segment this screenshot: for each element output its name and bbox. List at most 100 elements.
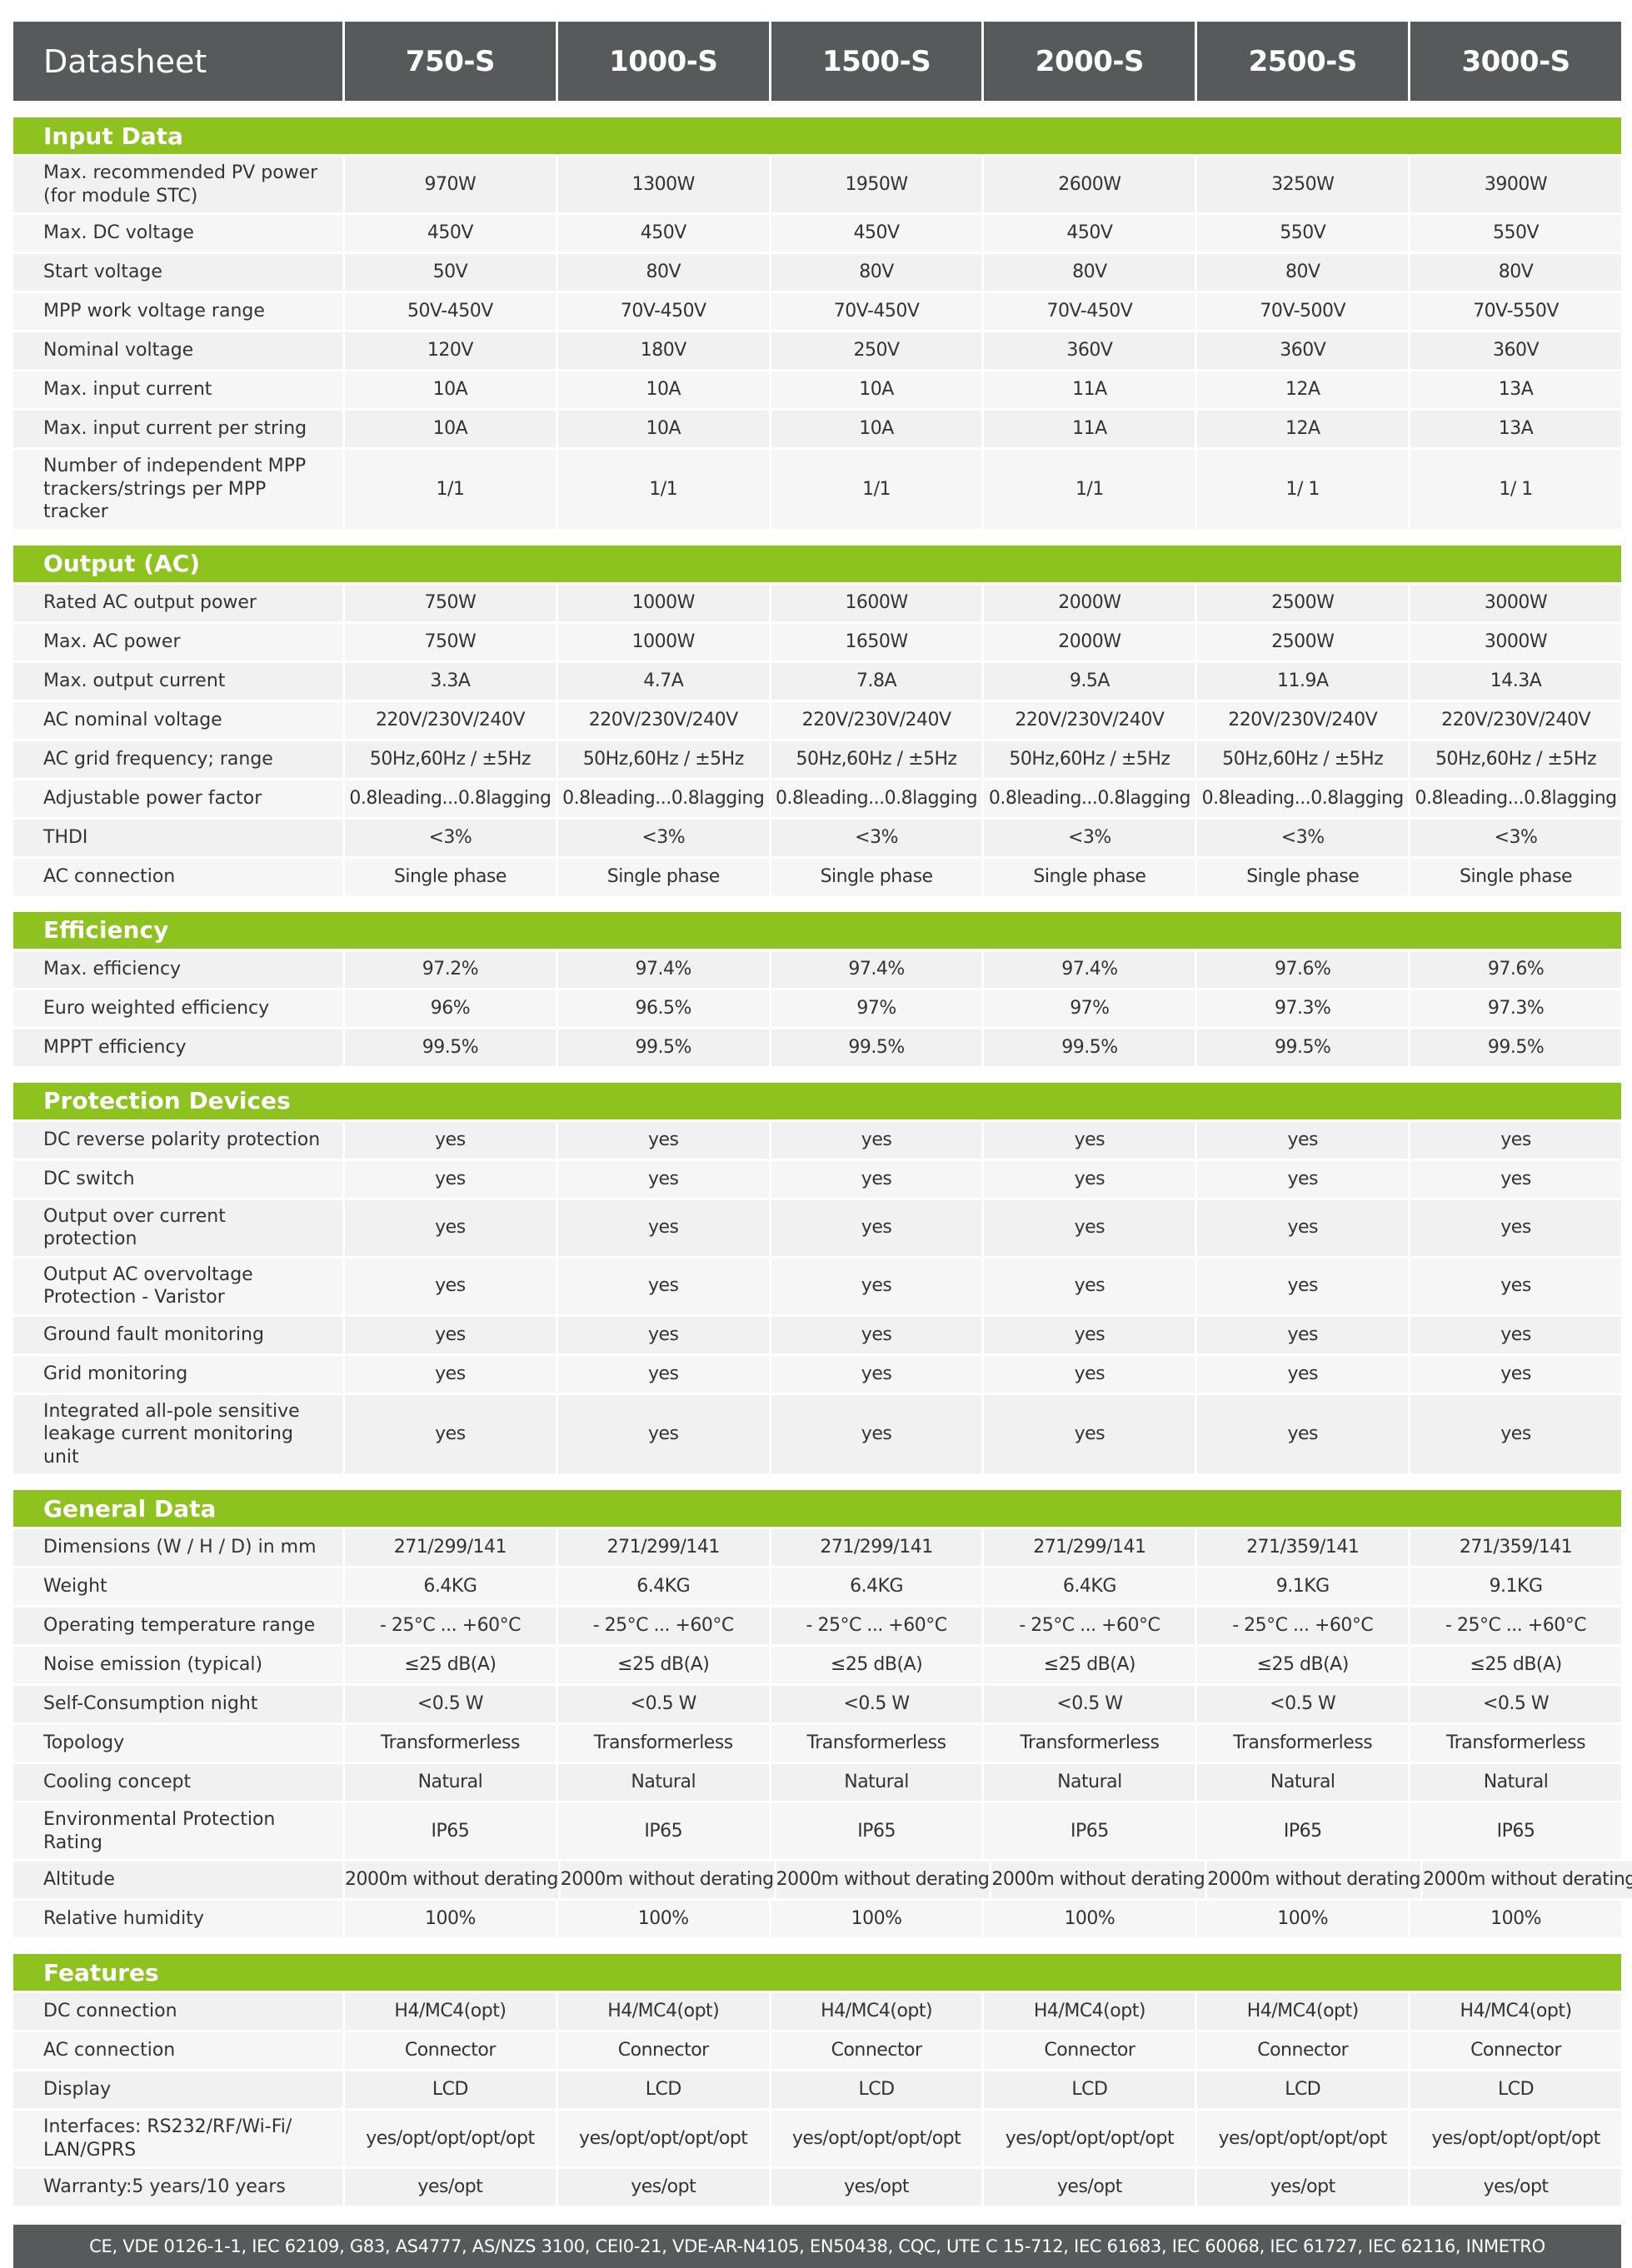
row-value: 450V [345,215,556,252]
row-label: Dimensions (W / H / D) in mm [13,1529,342,1566]
row-value: yes [345,1199,556,1256]
row-value: 80V [1197,254,1409,291]
row-value: <3% [771,819,982,856]
row-label: DC reverse polarity protection [13,1121,342,1159]
row-value: yes [557,1394,769,1473]
section: Input Data Max. recommended PV power (for… [13,117,1621,529]
row-value: yes [557,1258,769,1314]
row-label: Max. recommended PV power (for module ST… [13,157,342,212]
row-value: yes/opt [557,2169,769,2206]
row-value: 1950W [771,157,982,212]
row-value: - 25°C ... +60°C [557,1608,769,1644]
row-value: 1/ 1 [1197,450,1409,529]
data-row: Max. input current 10A 10A 10A 11A 12A 13A [13,371,1621,408]
section-title: Protection Devices [13,1082,1621,1119]
row-value: yes [984,1199,1195,1256]
row-value: - 25°C ... +60°C [345,1608,556,1644]
row-value: 100% [1410,1901,1621,1937]
row-value: Transformerless [984,1725,1195,1762]
row-value: 50Hz,60Hz / ±5Hz [984,740,1195,778]
row-value: 2000m without derating [776,1862,990,1898]
data-row: Max. efficiency 97.2% 97.4% 97.4% 97.4% 97.6%… [13,950,1621,988]
data-row: MPPT efficiency 99.5% 99.5% 99.5% 99.5% 99.5%… [13,1029,1621,1066]
row-value: 0.8leading...0.8lagging [984,780,1195,817]
row-value: yes/opt/opt/opt/opt [345,2111,556,2166]
model-name: 3000-S [1410,22,1621,101]
row-label: Start voltage [13,254,342,291]
row-value: ≤25 dB(A) [984,1647,1195,1683]
section: General Data Dimensions (W / H / D) in mm… [13,1490,1632,1937]
datasheet: Datasheet 750-S 1000-S 1500-S 2000-S 2500-S 30… [13,19,1632,2268]
row-value: 1/1 [345,450,556,529]
row-label: Max. input current [13,371,342,408]
row-value: 750W [345,584,556,621]
row-value: yes [771,1160,982,1198]
row-value: Connector [1410,2032,1621,2069]
data-row: DC connection H4/MC4(opt) H4/MC4(opt) H4/MC… [13,1993,1621,2030]
data-row: Max. DC voltage 450V 450V 450V 450V 550V 550V [13,215,1621,252]
row-value: yes/opt [984,2169,1195,2206]
data-row: MPP work voltage range 50V-450V 70V-450V 70… [13,293,1621,330]
row-value: yes [1410,1121,1621,1159]
data-row: Self-Consumption night <0.5 W <0.5 W <0.5 W… [13,1686,1621,1722]
row-value: 1/ 1 [1410,450,1621,529]
row-value: 10A [557,371,769,408]
row-value: ≤25 dB(A) [1197,1647,1409,1683]
data-row: AC connection Single phase Single phase Sin… [13,858,1621,895]
section: Efficiency Max. efficiency 97.2% 97.4% 97.4%… [13,911,1621,1066]
row-label: Noise emission (typical) [13,1647,342,1683]
row-value: 970W [345,157,556,212]
data-row: Start voltage 50V 80V 80V 80V 80V 80V [13,254,1621,291]
row-value: 12A [1197,411,1409,447]
row-value: 97.4% [557,950,769,988]
row-value: 220V/230V/240V [771,701,982,739]
row-value: yes [984,1121,1195,1159]
row-value: yes [1197,1258,1409,1314]
row-value: 6.4KG [557,1568,769,1605]
row-value: 70V-450V [557,293,769,330]
row-value: yes/opt/opt/opt/opt [1410,2111,1621,2166]
row-value: 3.3A [345,662,556,700]
page: Datasheet 750-S 1000-S 1500-S 2000-S 2500-S 30… [13,22,1632,2268]
data-row: Nominal voltage 120V 180V 250V 360V 360V 360V [13,332,1621,369]
data-row: Max. recommended PV power (for module ST… [13,157,1621,212]
section: Protection Devices DC reverse polarity pr… [13,1082,1621,1473]
row-label: Max. efficiency [13,950,342,988]
row-label: Max. input current per string [13,411,342,447]
row-label: Adjustable power factor [13,780,342,817]
row-value: 2500W [1197,623,1409,660]
row-value: 10A [771,371,982,408]
row-value: yes [1410,1394,1621,1473]
row-value: yes [1410,1199,1621,1256]
row-value: LCD [557,2071,769,2108]
row-value: Natural [557,1764,769,1801]
row-value: <3% [557,819,769,856]
row-value: 9.1KG [1410,1568,1621,1605]
row-value: 97% [771,989,982,1027]
row-value: Transformerless [1197,1725,1409,1762]
row-label: Max. output current [13,662,342,700]
data-row: Max. output current 3.3A 4.7A 7.8A 9.5A 11.9A… [13,662,1621,700]
data-row: DC reverse polarity protection yes yes yes y… [13,1121,1621,1159]
row-value: yes [984,1258,1195,1314]
data-row: Weight 6.4KG 6.4KG 6.4KG 6.4KG 9.1KG 9.1KG [13,1568,1621,1605]
row-value: 0.8leading...0.8lagging [557,780,769,817]
row-value: 271/299/141 [771,1529,982,1566]
row-value: 14.3A [1410,662,1621,700]
row-value: <3% [984,819,1195,856]
row-value: 97.4% [984,950,1195,988]
row-value: 10A [345,371,556,408]
row-value: yes [345,1394,556,1473]
row-value: 11A [984,371,1195,408]
data-row: AC grid frequency; range 50Hz,60Hz / ±5Hz… [13,740,1621,778]
row-label: Number of independent MPP trackers/strin… [13,450,342,529]
data-row: Integrated all-pole sensitive leakage cu… [13,1394,1621,1473]
data-row: Operating temperature range - 25°C ... +6… [13,1608,1621,1644]
row-label: Max. DC voltage [13,215,342,252]
row-value: Connector [345,2032,556,2069]
row-value: 11A [984,411,1195,447]
row-value: IP65 [1410,1803,1621,1859]
data-row: Number of independent MPP trackers/strin… [13,450,1621,529]
data-row: Output over current protection yes yes yes y… [13,1199,1621,1256]
row-label: AC nominal voltage [13,701,342,739]
